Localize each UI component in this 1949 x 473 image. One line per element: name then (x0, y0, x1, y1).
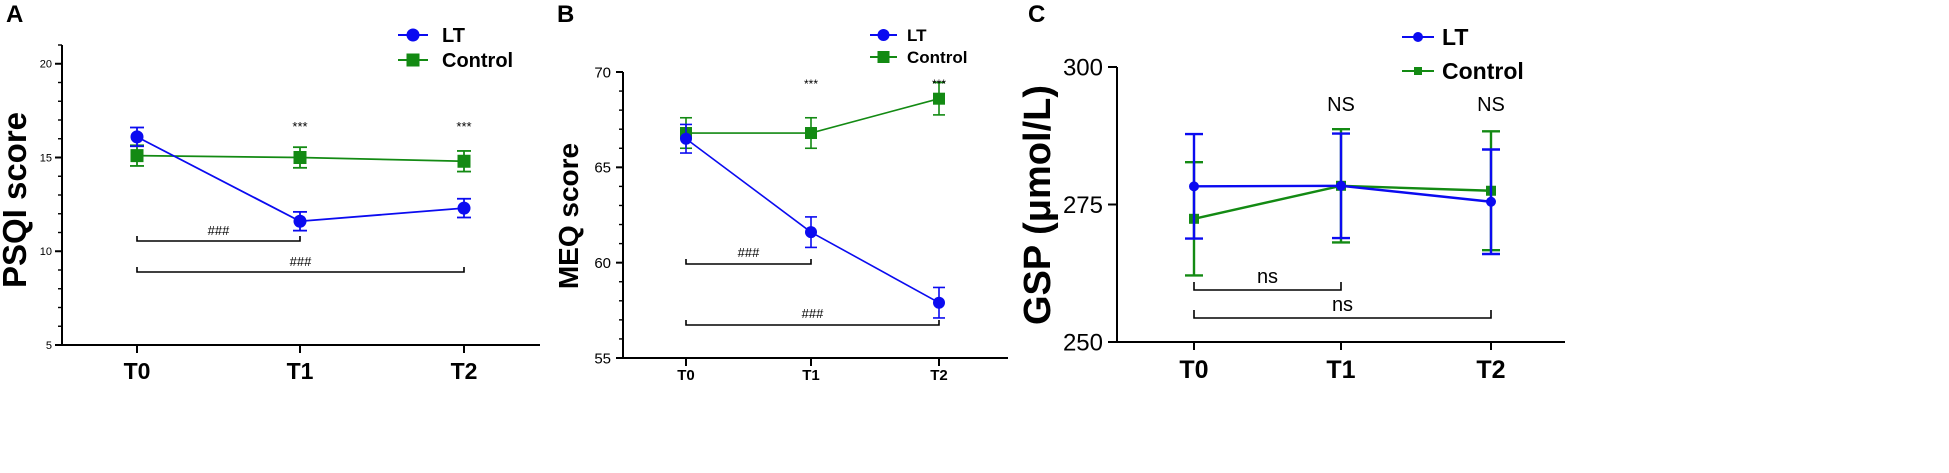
bracket-line (136, 236, 301, 242)
x-tick-label: T0 (124, 358, 151, 384)
comparison-bracket: ns (1193, 294, 1492, 319)
legend-label-lt: LT (442, 25, 465, 47)
comparison-bracket: ### (685, 245, 812, 265)
y-tick-label: 10 (40, 246, 52, 258)
legend: LT Control (398, 25, 513, 72)
y-tick-label: 15 (40, 152, 52, 164)
data-point (1486, 196, 1496, 207)
significance-label: *** (292, 119, 307, 134)
data-marks: NS NS ns ns (1185, 94, 1505, 319)
bracket-label: ### (738, 245, 760, 260)
bracket-line (685, 259, 812, 265)
comparison-bracket: ### (136, 223, 301, 242)
legend-marker-lt (877, 29, 890, 41)
y-tick-label: 300 (1063, 55, 1103, 82)
bracket-label: ns (1332, 294, 1353, 316)
x-tick-label: T2 (930, 367, 948, 384)
x-tick-label: T2 (451, 358, 478, 384)
legend-label-lt: LT (1442, 24, 1468, 50)
y-tick-label: 250 (1063, 330, 1103, 357)
data-point (457, 154, 471, 168)
legend-label-control: Control (907, 48, 967, 67)
y-axis-label: GSP (μmol/L) (1017, 85, 1059, 325)
y-tick-label: 65 (594, 160, 611, 177)
bracket-line (1193, 282, 1342, 291)
data-marks: *** *** ### ### (680, 77, 946, 326)
axes: 250 275 300 T0 T1 T2 (1063, 55, 1565, 384)
panel-letter: A (6, 1, 23, 28)
x-tick-label: T1 (802, 367, 820, 384)
data-point (680, 132, 692, 145)
data-point (805, 127, 817, 140)
legend-marker-control (877, 51, 890, 63)
y-tick-label: 70 (594, 64, 611, 81)
comparison-bracket: ns (1193, 266, 1342, 291)
axes: 5 10 15 20 T0 T1 T2 (40, 44, 540, 384)
legend: LT Control (870, 26, 967, 67)
data-point (293, 214, 307, 228)
legend: LT Control (1402, 24, 1524, 84)
data-point (130, 130, 144, 144)
legend-marker-control (406, 53, 420, 67)
bracket-label: ### (802, 306, 824, 321)
y-tick-label: 5 (46, 340, 52, 352)
panel-letter: C (1028, 1, 1045, 28)
data-marks: *** *** ### ### (130, 119, 472, 273)
data-point (805, 226, 817, 239)
legend-label-control: Control (1442, 58, 1524, 84)
panel-letter: B (557, 1, 574, 28)
comparison-bracket: ### (136, 254, 465, 273)
data-point (457, 201, 471, 215)
x-tick-label: T2 (1476, 356, 1505, 384)
legend-label-lt: LT (907, 26, 927, 45)
data-point (130, 149, 144, 163)
legend-marker-control (1414, 67, 1422, 75)
y-tick-label: 20 (40, 59, 52, 71)
x-tick-label: T0 (677, 367, 695, 384)
comparison-bracket: ### (685, 306, 940, 326)
legend-marker-lt (406, 28, 420, 42)
data-point (933, 92, 945, 105)
data-point (1189, 181, 1199, 192)
y-tick-label: 60 (594, 255, 611, 272)
y-axis-label: MEQ score (553, 143, 584, 289)
data-point (933, 296, 945, 309)
y-tick-label: 55 (594, 350, 611, 367)
significance-label: *** (932, 77, 946, 91)
x-tick-label: T1 (287, 358, 314, 384)
bracket-line (136, 267, 465, 273)
significance-label: *** (456, 119, 471, 134)
significance-label: NS (1327, 94, 1355, 116)
data-point (293, 151, 307, 164)
bracket-line (1193, 310, 1492, 319)
y-axis-label: PSQI score (0, 112, 33, 288)
significance-label: NS (1477, 94, 1505, 116)
x-tick-label: T0 (1179, 356, 1208, 384)
legend-label-control: Control (442, 50, 513, 72)
y-tick-label: 275 (1063, 192, 1103, 219)
legend-marker-lt (1413, 32, 1423, 42)
significance-label: *** (804, 77, 818, 91)
series-line-lt (685, 138, 940, 304)
bracket-label: ns (1257, 266, 1278, 288)
bracket-label: ### (208, 223, 230, 238)
data-point (1336, 180, 1346, 191)
axes: 55 60 65 70 T0 T1 T2 (594, 64, 1008, 384)
x-tick-label: T1 (1326, 356, 1355, 384)
bracket-label: ### (290, 254, 312, 269)
bracket-line (685, 320, 940, 326)
